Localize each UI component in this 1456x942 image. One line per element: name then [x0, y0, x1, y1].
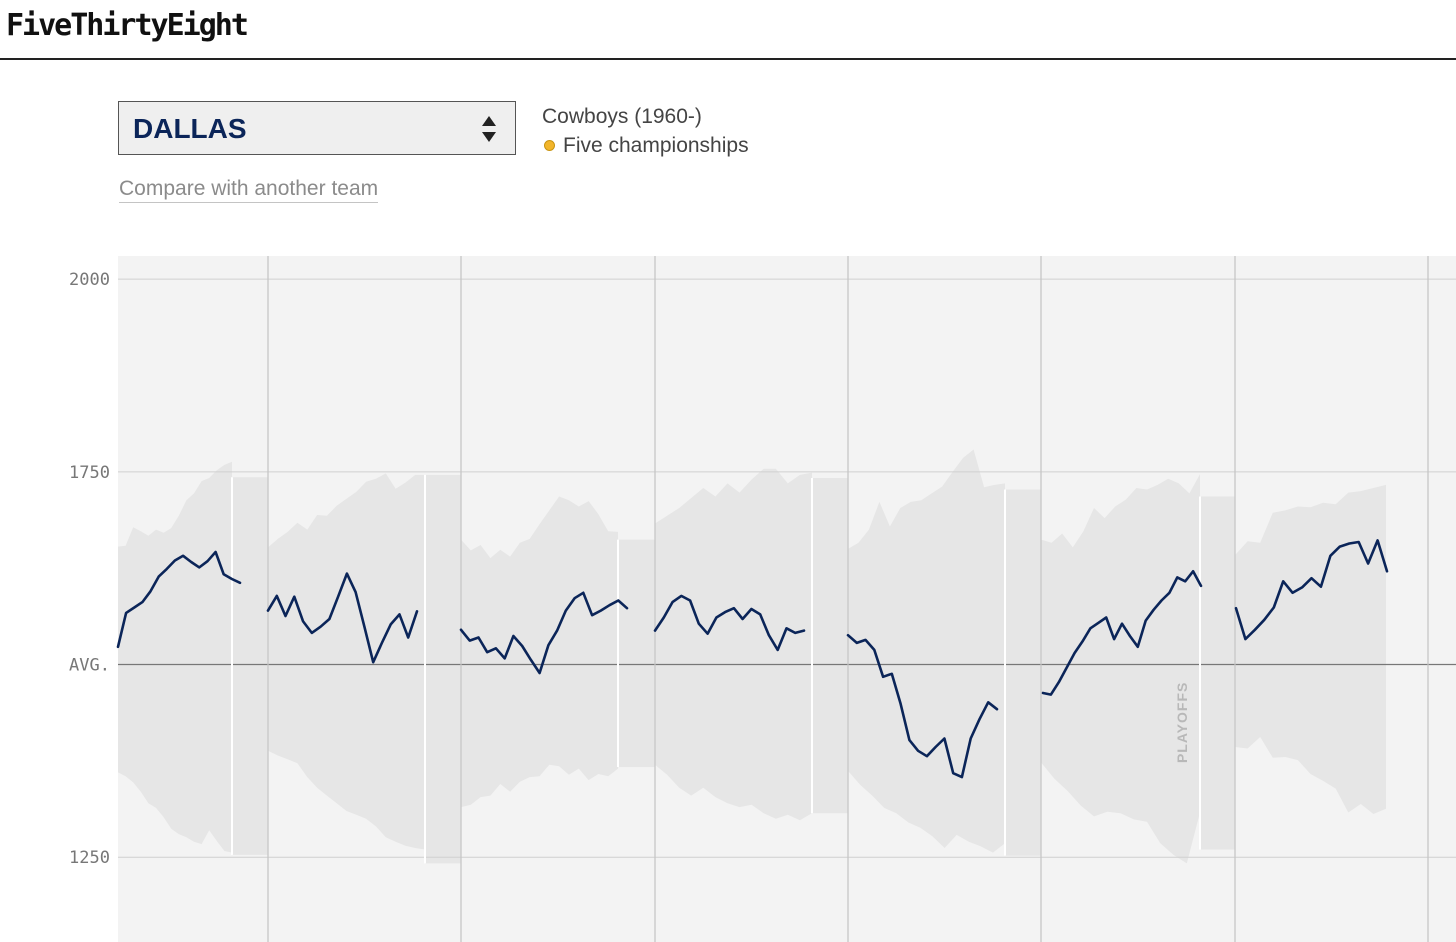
team-name: Cowboys (1960-)	[542, 105, 702, 128]
team-info: Cowboys (1960-) Five championships	[542, 102, 749, 160]
elo-chart: 2000 1750 AVG. 1250 PLAYOFFS	[69, 256, 1456, 942]
playoff-band	[618, 539, 655, 768]
playoff-band	[1005, 489, 1041, 856]
season-band	[848, 449, 1005, 853]
playoffs-annotation: PLAYOFFS	[1174, 682, 1190, 763]
select-arrows-icon	[482, 116, 496, 142]
playoff-band	[1200, 496, 1235, 850]
season-band	[1235, 484, 1386, 814]
season-band	[655, 468, 812, 821]
elo-series-line	[846, 633, 999, 779]
compare-team-link[interactable]: Compare with another team	[119, 177, 379, 203]
elo-series-line	[653, 594, 806, 652]
y-tick-label: 1750	[69, 463, 110, 483]
site-logo[interactable]: FiveThirtyEight	[6, 8, 249, 43]
playoff-band	[425, 474, 461, 864]
elo-series-line	[459, 591, 629, 675]
team-select[interactable]: DALLAS	[118, 101, 516, 155]
elo-series-line	[266, 572, 419, 664]
championship-row: Five championships	[542, 131, 749, 160]
season-band	[118, 461, 232, 853]
y-tick-label: 1250	[69, 848, 110, 868]
championship-dot-icon	[544, 140, 555, 151]
playoff-band	[232, 477, 268, 855]
season-band	[461, 496, 618, 808]
playoff-band	[812, 477, 848, 814]
elo-series-line	[1041, 569, 1203, 696]
elo-series-line	[116, 550, 242, 649]
y-tick-label: AVG.	[69, 656, 110, 676]
elo-series-line	[1234, 539, 1389, 641]
season-band	[1041, 474, 1200, 864]
team-select-value: DALLAS	[133, 113, 247, 144]
championship-count: Five championships	[563, 134, 749, 157]
season-band	[268, 473, 425, 850]
y-tick-label: 2000	[69, 270, 110, 290]
top-bar: FiveThirtyEight	[0, 0, 1456, 60]
